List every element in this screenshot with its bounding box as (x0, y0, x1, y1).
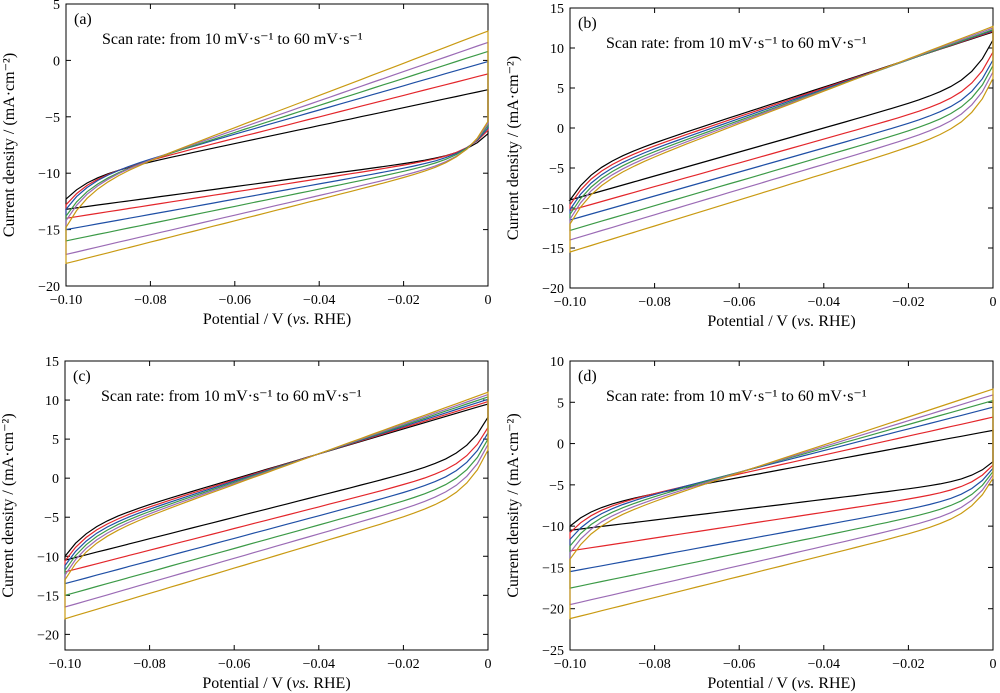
x-tick-label: 0 (485, 657, 492, 672)
panel-label: (b) (578, 15, 597, 32)
cv-curve-series-2 (569, 416, 994, 552)
chart-panel-a: −0.10 −0.08 −0.06 −0.04 −0.02 0 −20 −15 −10 −5 0 5 P… (1, 0, 492, 328)
x-tick-label: −0.04 (303, 293, 335, 308)
x-tick-label: −0.02 (892, 657, 924, 672)
y-tick-label: 10 (550, 355, 564, 370)
chart-panel-c: −0.10 −0.08 −0.06 −0.04 −0.02 0 −20 −15 −10 −5 0 5 1… (0, 355, 492, 692)
x-tick-label: −0.02 (387, 293, 419, 308)
y-tick-label: −15 (37, 589, 59, 604)
x-tick-label: −0.10 (554, 657, 586, 672)
y-axis-label: Current density / (mA·cm⁻²) (505, 56, 522, 240)
y-tick-label: 5 (557, 82, 564, 97)
cv-curve-series-4 (569, 28, 994, 232)
x-tick-label: −0.08 (134, 293, 166, 308)
y-tick-label: 0 (557, 122, 564, 137)
panel-label: (c) (73, 368, 91, 385)
y-tick-label: −5 (44, 511, 59, 526)
cv-curve-series-1 (569, 429, 994, 531)
panel-label: (d) (578, 368, 597, 385)
y-tick-label: −25 (542, 644, 564, 659)
y-tick-label: 0 (53, 54, 60, 69)
y-tick-label: −10 (542, 520, 564, 535)
plot-frame (569, 360, 994, 651)
y-tick-label: 0 (52, 472, 59, 487)
plot-frame (65, 3, 489, 287)
y-tick-label: −5 (549, 162, 564, 177)
x-tick-label: −0.04 (303, 657, 335, 672)
y-tick-label: 5 (52, 433, 59, 448)
x-tick-label: 0 (990, 295, 997, 310)
x-tick-label: −0.08 (638, 295, 670, 310)
x-tick-label: −0.02 (892, 295, 924, 310)
x-tick-label: −0.06 (723, 295, 755, 310)
x-tick-label: −0.08 (133, 657, 165, 672)
x-tick-label: −0.08 (638, 657, 670, 672)
y-tick-label: −5 (45, 111, 60, 126)
cv-curve-series-5 (64, 393, 489, 608)
y-tick-label: −20 (542, 282, 564, 297)
cv-curve-series-2 (65, 73, 489, 219)
y-tick-label: 5 (557, 396, 564, 411)
y-axis-label: Current density / (mA·cm⁻²) (1, 53, 18, 237)
x-tick-label: −0.06 (219, 293, 251, 308)
y-axis-label: Current density / (mA·cm⁻²) (0, 413, 17, 597)
cv-curve-series-6 (65, 30, 489, 265)
y-tick-label: −10 (37, 550, 59, 565)
plot-frame (64, 360, 489, 651)
cv-curve-series-3 (65, 60, 489, 231)
cv-curve-series-5 (569, 27, 994, 241)
x-tick-label: −0.04 (808, 657, 840, 672)
x-tick-label: −0.06 (723, 657, 755, 672)
y-tick-label: −10 (38, 167, 60, 182)
cv-curve-series-4 (65, 50, 489, 242)
y-tick-label: −15 (542, 561, 564, 576)
cv-curve-series-1 (65, 88, 489, 210)
x-axis-label: Potential / V (vs. RHE) (707, 675, 855, 692)
y-tick-label: 5 (53, 0, 60, 13)
y-tick-label: −15 (38, 224, 60, 239)
x-tick-label: −0.10 (49, 657, 81, 672)
cv-curve-series-6 (569, 25, 994, 253)
cv-curve-series-3 (569, 29, 994, 221)
x-axis-label: Potential / V (vs. RHE) (202, 675, 350, 692)
cv-curve-series-6 (64, 391, 489, 620)
scan-rate-annotation: Scan rate: from 10 mV·s⁻¹ to 60 mV·s⁻¹ (102, 31, 363, 48)
y-tick-label: −15 (542, 242, 564, 257)
x-axis-label: Potential / V (vs. RHE) (203, 311, 351, 328)
cv-curve-series-5 (65, 41, 489, 256)
panel-label: (a) (74, 11, 92, 28)
scan-rate-annotation: Scan rate: from 10 mV·s⁻¹ to 60 mV·s⁻¹ (606, 388, 867, 405)
chart-panel-d: −0.10 −0.08 −0.06 −0.04 −0.02 0 −25 −20 −15 −10 −5… (505, 355, 997, 692)
x-tick-label: −0.04 (808, 295, 840, 310)
x-tick-label: −0.10 (554, 295, 586, 310)
scan-rate-annotation: Scan rate: from 10 mV·s⁻¹ to 60 mV·s⁻¹ (101, 388, 362, 405)
cv-curve-series-4 (64, 396, 489, 597)
x-tick-label: −0.06 (218, 657, 250, 672)
scan-rate-annotation: Scan rate: from 10 mV·s⁻¹ to 60 mV·s⁻¹ (606, 35, 867, 52)
plot-frame (569, 7, 994, 289)
y-tick-label: 10 (550, 42, 564, 57)
y-tick-label: 15 (45, 355, 59, 370)
x-axis-label: Potential / V (vs. RHE) (707, 313, 855, 330)
cv-curve-series-6 (569, 388, 994, 620)
cv-curve-series-2 (569, 30, 994, 212)
y-tick-label: −5 (549, 479, 564, 494)
y-tick-label: −10 (542, 202, 564, 217)
y-tick-label: −20 (542, 603, 564, 618)
y-tick-label: −20 (37, 628, 59, 643)
y-tick-label: 15 (550, 2, 564, 17)
x-tick-label: −0.02 (387, 657, 419, 672)
cv-curve-series-5 (569, 394, 994, 606)
y-tick-label: 10 (45, 394, 59, 409)
chart-panel-b: −0.10 −0.08 −0.06 −0.04 −0.02 0 −20 −15 −10 −5 0 5 1… (505, 2, 997, 330)
x-tick-label: 0 (485, 293, 492, 308)
y-axis-label: Current density / (mA·cm⁻²) (505, 413, 522, 597)
x-tick-label: −0.10 (50, 293, 82, 308)
y-tick-label: −20 (38, 280, 60, 295)
y-tick-label: 0 (557, 438, 564, 453)
x-tick-label: 0 (990, 657, 997, 672)
